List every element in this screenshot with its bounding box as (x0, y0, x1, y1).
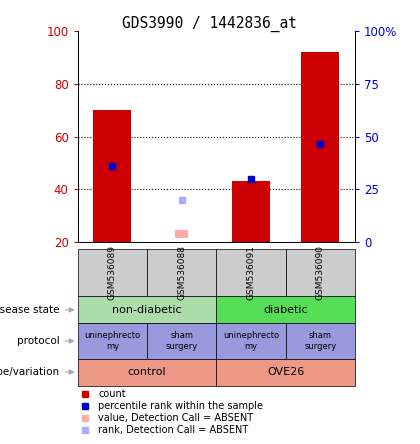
Text: control: control (128, 367, 166, 377)
Text: GSM536091: GSM536091 (247, 245, 255, 300)
Bar (175, 230, 188, 238)
Bar (216, 249, 286, 297)
Bar (147, 323, 216, 359)
Bar (301, 52, 339, 242)
Bar (147, 249, 216, 297)
Text: uninephrecto
my: uninephrecto my (223, 331, 279, 351)
Text: rank, Detection Call = ABSENT: rank, Detection Call = ABSENT (99, 425, 249, 435)
Bar (216, 359, 355, 385)
Text: value, Detection Call = ABSENT: value, Detection Call = ABSENT (99, 413, 254, 423)
Bar (216, 297, 355, 323)
Text: sham
surgery: sham surgery (304, 331, 336, 351)
Text: percentile rank within the sample: percentile rank within the sample (99, 401, 263, 411)
Text: GDS3990 / 1442836_at: GDS3990 / 1442836_at (123, 16, 297, 32)
Text: uninephrecto
my: uninephrecto my (84, 331, 140, 351)
Text: count: count (99, 389, 126, 399)
Text: protocol: protocol (17, 336, 60, 346)
Bar (286, 249, 355, 297)
Bar (78, 359, 216, 385)
Bar (216, 323, 286, 359)
Text: disease state: disease state (0, 305, 60, 315)
Bar (93, 110, 131, 242)
Text: sham
surgery: sham surgery (165, 331, 198, 351)
Text: GSM536090: GSM536090 (316, 245, 325, 300)
Text: genotype/variation: genotype/variation (0, 367, 60, 377)
Bar (286, 323, 355, 359)
Text: OVE26: OVE26 (267, 367, 304, 377)
Text: GSM536089: GSM536089 (108, 245, 117, 300)
Text: non-diabetic: non-diabetic (112, 305, 182, 315)
Bar (78, 249, 147, 297)
Text: diabetic: diabetic (263, 305, 308, 315)
Text: GSM536088: GSM536088 (177, 245, 186, 300)
Bar (78, 323, 147, 359)
Bar (232, 181, 270, 242)
Bar (78, 297, 216, 323)
